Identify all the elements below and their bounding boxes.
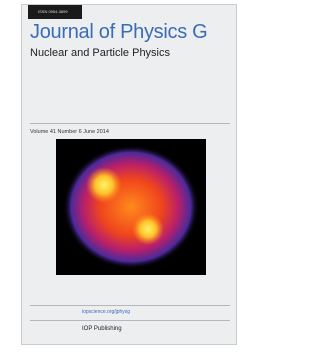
divider [30, 320, 230, 321]
publisher: IOP Publishing [82, 326, 122, 332]
issn-bar: ISSN 0954-3899 [28, 5, 82, 19]
website[interactable]: iopscience.org/jphysg [82, 309, 130, 315]
cover-image [56, 139, 206, 275]
divider [30, 123, 230, 124]
page: {"issn": "ISSN 0954-3899", "title": "Jou… [0, 0, 257, 355]
issn: ISSN 0954-3899 [38, 9, 68, 14]
journal-subtitle: Nuclear and Particle Physics [30, 47, 170, 59]
divider [30, 305, 230, 306]
journal-cover[interactable]: ISSN 0954-3899 Journal of Physics G Nucl… [21, 4, 237, 345]
journal-title: Journal of Physics G [30, 21, 207, 44]
issue-info: Volume 41 Number 6 June 2014 [30, 129, 109, 135]
